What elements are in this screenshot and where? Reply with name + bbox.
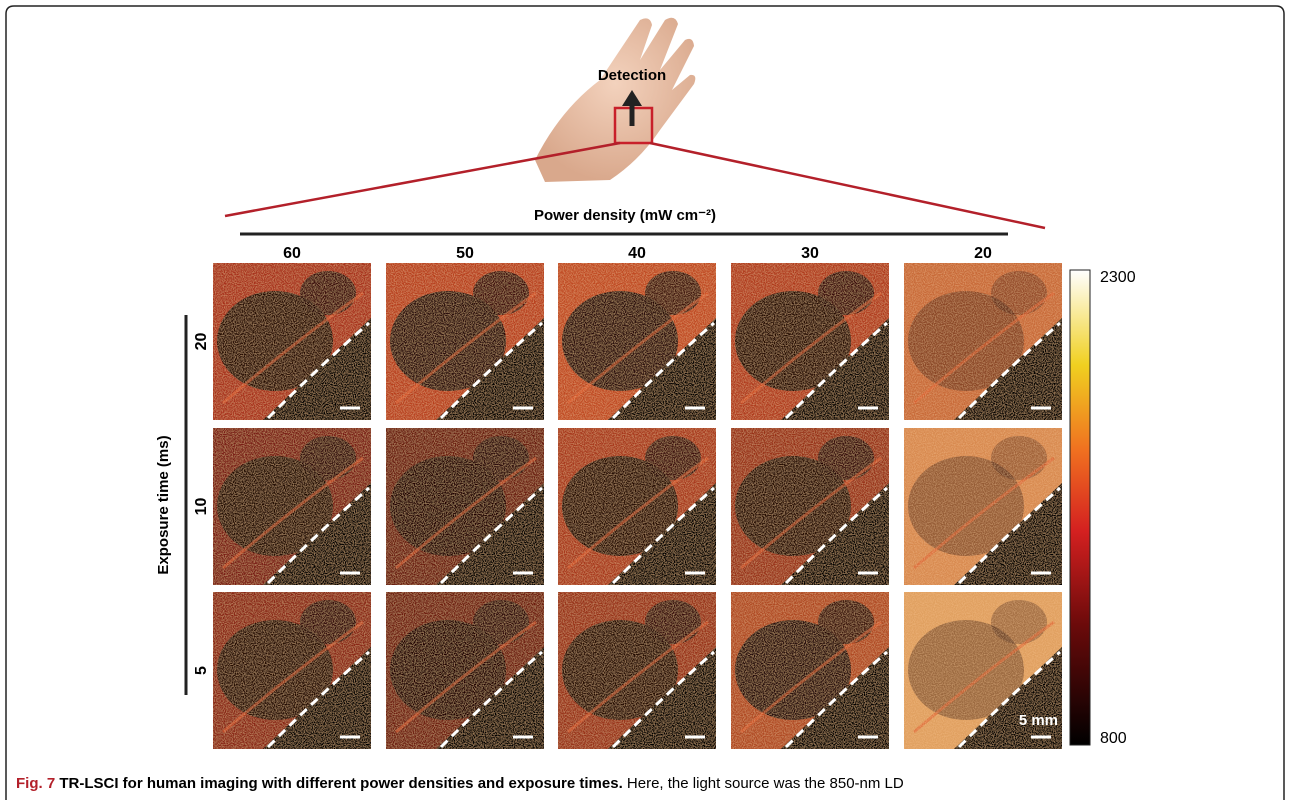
dark-region: [818, 600, 874, 644]
caption-label: Fig. 7: [16, 775, 55, 792]
image-tile: [904, 263, 1062, 420]
dark-region: [645, 600, 701, 644]
dark-region: [473, 600, 529, 644]
image-tile: [731, 428, 889, 585]
dark-region: [300, 436, 356, 480]
image-tile: [558, 592, 716, 749]
row-label: 5: [193, 666, 210, 675]
image-tile: [731, 263, 889, 420]
dark-region: [991, 271, 1047, 315]
column-label: 60: [283, 245, 301, 262]
hand-label: Detection: [598, 67, 666, 84]
image-tile: [558, 263, 716, 420]
hand-photo: [225, 18, 1045, 228]
image-tile: [213, 592, 371, 749]
column-label: 50: [456, 245, 474, 262]
image-tile: [904, 428, 1062, 585]
dark-region: [473, 436, 529, 480]
image-grid: [213, 263, 1062, 749]
row-label: 20: [193, 333, 210, 351]
dark-region: [991, 600, 1047, 644]
caption-text: Here, the light source was the 850-nm LD: [627, 775, 904, 792]
figure: Detection Power density (mW cm⁻²) Exposu…: [0, 0, 1290, 800]
column-label: 20: [974, 245, 992, 262]
image-tile: [386, 263, 544, 420]
dark-region: [645, 436, 701, 480]
image-tile: [386, 428, 544, 585]
image-tile: [386, 592, 544, 749]
dark-region: [818, 271, 874, 315]
scale-bar-label: 5 mm: [1019, 712, 1058, 729]
column-label: 30: [801, 245, 819, 262]
caption-title: TR-LSCI for human imaging with different…: [59, 775, 622, 792]
dark-region: [645, 271, 701, 315]
dark-region: [818, 436, 874, 480]
column-label: 40: [628, 245, 646, 262]
row-axis-title: Exposure time (ms): [155, 435, 172, 574]
image-tile: [558, 428, 716, 585]
image-tile: [213, 428, 371, 585]
dark-region: [300, 271, 356, 315]
dark-region: [300, 600, 356, 644]
column-axis-title: Power density (mW cm⁻²): [534, 207, 716, 224]
dark-region: [473, 271, 529, 315]
colorbar-max: 2300: [1100, 269, 1136, 286]
row-label: 10: [193, 498, 210, 516]
colorbar: [1070, 270, 1090, 745]
image-tile: [731, 592, 889, 749]
caption: Fig. 7 TR-LSCI for human imaging with di…: [16, 775, 904, 792]
image-tile: [213, 263, 371, 420]
dark-region: [991, 436, 1047, 480]
colorbar-min: 800: [1100, 730, 1127, 747]
